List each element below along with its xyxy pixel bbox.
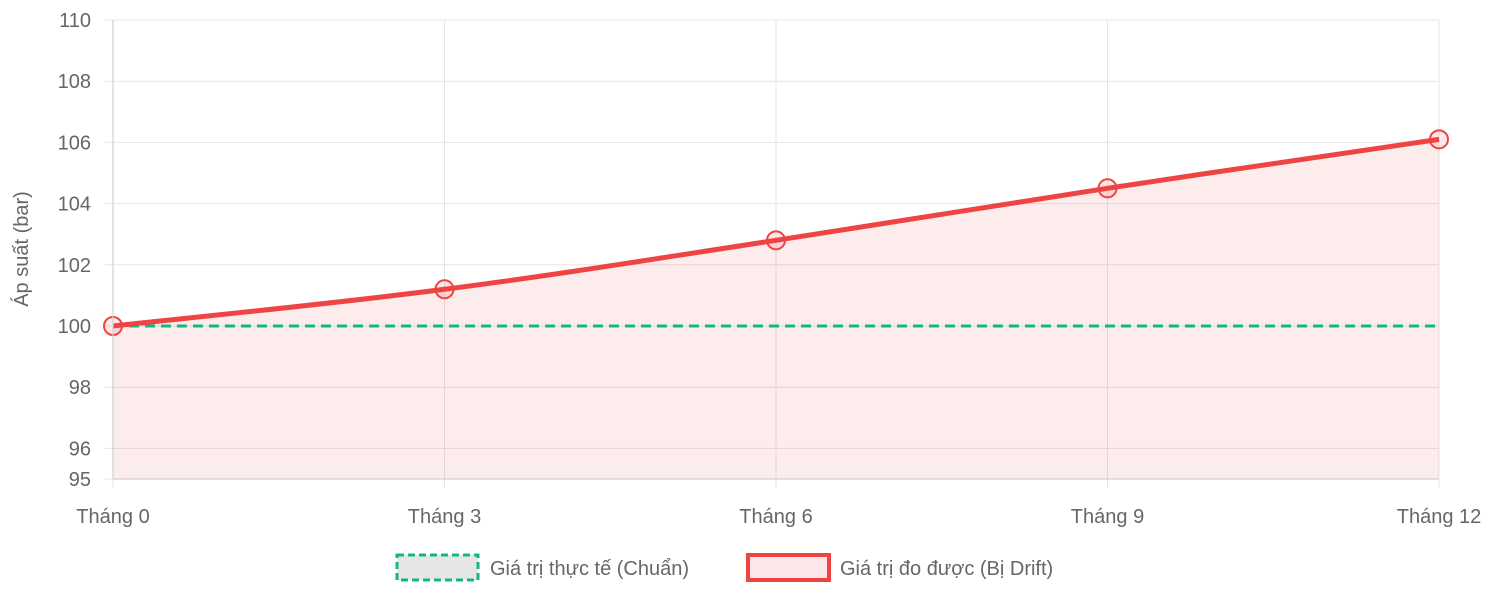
y-tick-label: 96: [69, 438, 91, 460]
series-lines: [112, 136, 1440, 329]
data-point[interactable]: [1429, 129, 1449, 150]
series-area-fill: [113, 139, 1439, 479]
x-tick-label: Tháng 0: [76, 506, 149, 528]
data-point[interactable]: [434, 279, 455, 300]
legend: Giá trị thực tế (Chuẩn) Giá trị đo được (…: [395, 553, 1053, 582]
x-tick-label: Tháng 9: [1071, 506, 1144, 528]
legend-swatch[interactable]: [746, 553, 831, 582]
area-fills: [113, 139, 1439, 479]
y-tick-label: 104: [58, 194, 91, 216]
y-tick-label: 98: [69, 377, 91, 399]
data-point[interactable]: [1097, 178, 1118, 199]
x-tick-label: Tháng 12: [1397, 506, 1482, 528]
legend-label[interactable]: Giá trị đo được (Bị Drift): [840, 558, 1053, 580]
data-point[interactable]: [766, 230, 786, 251]
x-tick-label: Tháng 6: [739, 506, 812, 528]
y-tick-label: 95: [69, 469, 91, 491]
grid: [105, 19, 1440, 488]
y-axis-title: Áp suất (bar): [10, 191, 33, 307]
y-tick-label: 110: [59, 10, 91, 32]
y-tick-label: 108: [58, 71, 91, 93]
x-tick-label: Tháng 3: [408, 506, 481, 528]
y-tick-label: 100: [58, 316, 91, 338]
legend-label[interactable]: Giá trị thực tế (Chuẩn): [490, 558, 689, 580]
legend-swatch[interactable]: [395, 553, 480, 582]
axes: 95 96 98 100 102 104 106 108 110 Tháng 0 Tháng 3 Th…: [58, 10, 1482, 528]
series-line: [112, 136, 1440, 329]
y-tick-label: 106: [58, 132, 91, 154]
y-tick-label: 102: [58, 255, 91, 277]
